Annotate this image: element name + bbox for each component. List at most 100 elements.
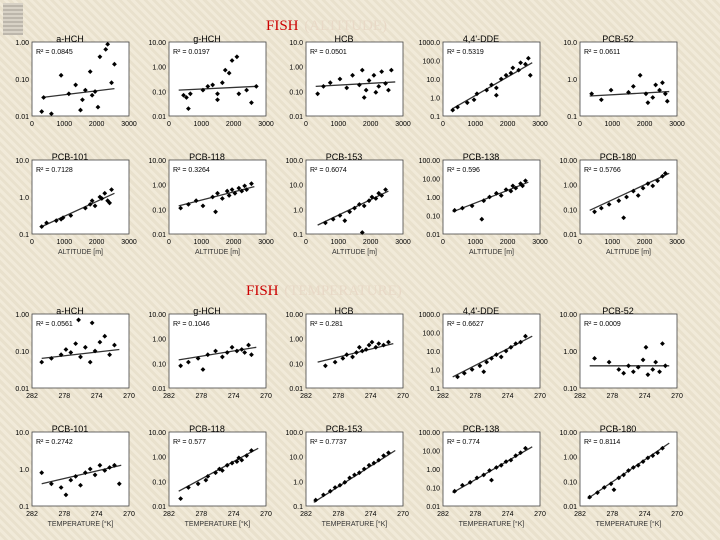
data-point (527, 72, 533, 78)
r2-label: R² = 0.0009 (584, 321, 621, 328)
data-point (361, 466, 367, 472)
chart-panel-19: PCB-138 R² = 0.774 100.00 10.00 1.00 0.10 0.01… (419, 424, 546, 528)
x-tick-label: 2000 (363, 239, 379, 246)
data-point (224, 462, 230, 468)
data-point (193, 198, 199, 204)
data-point (215, 97, 220, 103)
data-point (513, 453, 519, 459)
data-point (660, 341, 665, 346)
y-tick-label: 1.00 (152, 455, 166, 462)
data-point (474, 475, 480, 481)
data-point (342, 479, 348, 485)
r2-label: R² = 0.7128 (36, 167, 73, 174)
data-point (219, 468, 225, 473)
data-point (210, 82, 216, 88)
data-point (635, 193, 641, 198)
x-tick-label: 270 (671, 511, 683, 518)
x-tick-label: 3000 (395, 121, 411, 128)
data-point (330, 216, 336, 222)
data-point (650, 453, 656, 459)
y-tick-label: 0.10 (563, 386, 577, 393)
data-point (89, 320, 95, 326)
y-tick-label: 1000.0 (419, 312, 441, 319)
data-point (477, 363, 483, 369)
data-point (224, 350, 230, 355)
data-point (347, 209, 353, 215)
data-point (481, 369, 487, 375)
x-tick-label: 0 (441, 239, 445, 246)
data-point (621, 370, 627, 376)
data-point (205, 352, 211, 358)
data-point (376, 190, 382, 196)
data-point (369, 339, 375, 345)
data-point (89, 198, 95, 204)
x-axis-label: ALTITUDE [m] (58, 249, 103, 256)
data-point (313, 497, 319, 503)
plot-area (442, 313, 541, 389)
data-point (373, 89, 379, 95)
data-point (493, 85, 499, 91)
x-tick-label: 278 (606, 393, 618, 400)
x-tick-label: 282 (26, 511, 38, 518)
data-point (366, 462, 372, 468)
data-point (657, 369, 662, 375)
data-point (608, 87, 614, 93)
data-point (469, 203, 475, 209)
chart-panel-7: PCB-118 R² = 0.3264 10.00 1.00 0.10 0.010 1000… (148, 152, 273, 256)
data-point (224, 188, 230, 194)
data-point (598, 205, 604, 211)
data-point (361, 95, 367, 100)
data-point (498, 354, 504, 360)
data-point (78, 354, 83, 360)
data-point (200, 203, 206, 209)
data-point (87, 202, 93, 207)
x-tick-label: 274 (91, 393, 103, 400)
data-point (187, 91, 193, 97)
x-tick-label: 274 (365, 511, 377, 518)
data-point (87, 69, 93, 74)
y-tick-label: 1.0 (19, 467, 29, 474)
y-tick-label: 100.0 (285, 158, 303, 165)
chart-panel-5: PCB-52 R² = 0.0611 10.0 1.0 0.10 1000 2000 3000 (563, 34, 685, 128)
data-point (516, 67, 522, 73)
data-point (653, 82, 659, 88)
data-point (229, 344, 235, 350)
data-point (626, 363, 631, 369)
data-point (376, 341, 382, 346)
title-temperature: FISH (TEMPERATURE) (246, 283, 402, 300)
data-point (373, 196, 379, 201)
plot-area (305, 41, 404, 117)
data-point (73, 474, 79, 479)
y-tick-label: 0.01 (152, 114, 166, 121)
trend-line (178, 85, 257, 91)
x-axis-label: ALTITUDE [m] (606, 249, 651, 256)
data-point (489, 82, 494, 88)
x-axis-label: TEMPERATURE [°K] (48, 520, 114, 528)
x-tick-label: 282 (163, 393, 175, 400)
data-point (92, 89, 98, 94)
data-point (95, 104, 101, 110)
x-tick-label: 1000 (468, 121, 484, 128)
y-tick-label: 1.00 (289, 337, 303, 344)
data-point (508, 457, 514, 463)
data-point (455, 374, 460, 380)
data-point (455, 104, 460, 110)
r2-label: R² = 0.774 (447, 439, 480, 446)
data-point (481, 472, 487, 478)
chart-title: PCB-180 (600, 424, 637, 434)
data-point (493, 190, 499, 196)
chart-title: a-HCH (56, 34, 84, 44)
title-altitude-main: FISH (266, 18, 299, 34)
x-tick-label: 278 (469, 511, 481, 518)
x-tick-label: 278 (332, 393, 344, 400)
data-point (39, 109, 45, 114)
x-tick-label: 274 (639, 393, 651, 400)
y-tick-label: 0.1 (293, 232, 303, 239)
data-point (359, 348, 365, 354)
x-tick-label: 3000 (395, 239, 411, 246)
x-tick-label: 1000 (57, 239, 73, 246)
y-tick-label: 1.0 (19, 195, 29, 202)
data-point (213, 470, 218, 476)
data-point (630, 465, 636, 470)
x-tick-label: 274 (91, 511, 103, 518)
